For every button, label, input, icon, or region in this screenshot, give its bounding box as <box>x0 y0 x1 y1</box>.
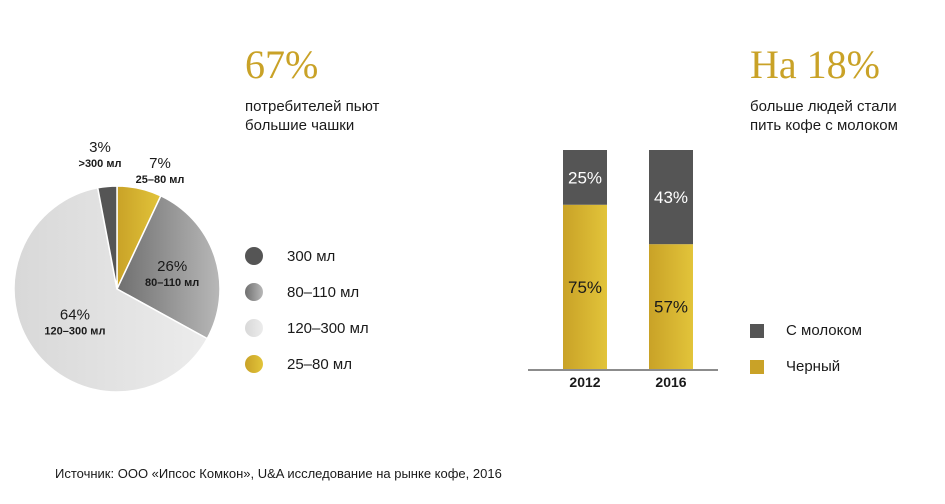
bar-value-label: 43% <box>654 188 688 207</box>
pie-percent-label: 3% <box>89 139 111 156</box>
pie-slice <box>13 186 209 393</box>
stat-left-caption: потребителей пьют большие чашки <box>245 97 379 135</box>
legend-swatch <box>245 247 263 265</box>
legend-label: 300 мл <box>287 247 336 265</box>
stat-left-caption-line: большие чашки <box>245 117 355 134</box>
x-tick-label: 2016 <box>655 374 686 390</box>
legend-label: 25–80 мл <box>287 355 352 373</box>
legend-swatch <box>750 323 764 338</box>
stat-right-caption-line: пить кофе с молоком <box>750 117 898 134</box>
legend-swatch <box>245 283 263 301</box>
legend-swatch <box>245 319 263 337</box>
bar-segment <box>563 204 607 369</box>
bar-legend-item: Черный <box>750 358 840 375</box>
pie-category-label: >300 мл <box>79 158 122 170</box>
bar-value-label: 57% <box>654 298 688 317</box>
pie-legend-item: 120–300 мл <box>245 319 369 337</box>
stat-left-caption-line: потребителей пьют <box>245 98 380 115</box>
bar-legend-item: С молоком <box>750 322 862 339</box>
bar-segment <box>563 150 607 205</box>
bar-value-label: 75% <box>568 278 602 297</box>
pie-percent-label: 7% <box>149 155 171 172</box>
stat-right-value: На 18% <box>750 42 880 87</box>
pie-category-label: 120–300 мл <box>44 326 105 338</box>
pie-legend-item: 300 мл <box>245 247 335 265</box>
bar-segment <box>649 150 693 245</box>
bar-value-label: 25% <box>568 168 602 187</box>
stat-left-value: 67% <box>245 42 319 87</box>
legend-swatch <box>750 359 764 374</box>
pie-legend-item: 80–110 мл <box>245 283 359 301</box>
x-tick-label: 2012 <box>569 374 600 390</box>
legend-label: 80–110 мл <box>287 283 360 301</box>
pie-legend-item: 25–80 мл <box>245 355 352 373</box>
bar-segment <box>649 244 693 369</box>
source-note: Источник: ООО «Ипсос Комкон», U&A исслед… <box>55 466 502 481</box>
pie-slice <box>96 185 118 290</box>
legend-label: С молоком <box>786 322 862 339</box>
pie-percent-label: 64% <box>60 307 90 324</box>
stat-right-caption: больше людей стали пить кофе с молоком <box>750 97 898 135</box>
stat-right-caption-line: больше людей стали <box>750 98 897 115</box>
pie-category-label: 25–80 мл <box>136 174 185 186</box>
legend-swatch <box>245 355 263 373</box>
legend-label: 120–300 мл <box>287 319 369 337</box>
pie-category-label: 80–110 мл <box>145 277 199 289</box>
pie-percent-label: 26% <box>157 258 187 275</box>
legend-label: Черный <box>786 358 841 375</box>
